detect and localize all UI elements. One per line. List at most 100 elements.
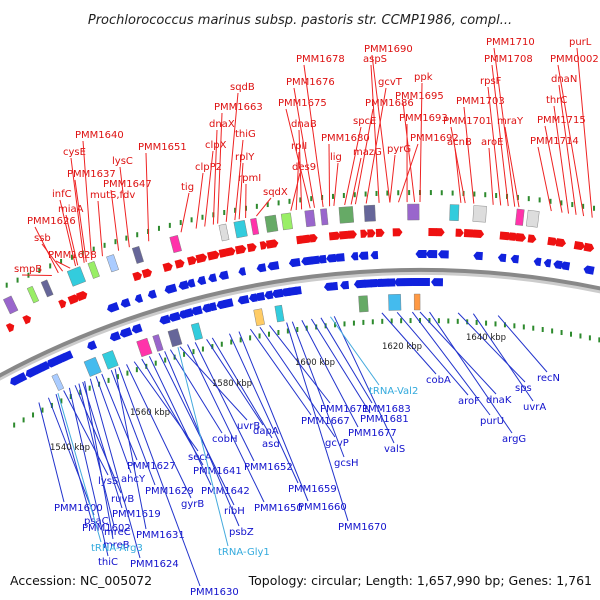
gene-label-pmm1693[interactable]: PMM1693 <box>399 113 448 124</box>
gene-label-pmm1670[interactable]: PMM1670 <box>338 522 387 533</box>
gene-label-sps[interactable]: sps <box>515 383 532 394</box>
gene-label-coba[interactable]: cobA <box>426 375 451 386</box>
rna-label-trna-val2[interactable]: tRNA-Val2 <box>369 386 418 397</box>
gene-label-smpb[interactable]: smpB <box>14 264 42 275</box>
gene-label-seca[interactable]: secA <box>188 452 212 463</box>
gene-label-pmm1627[interactable]: PMM1627 <box>127 461 176 472</box>
gene-label-pmm1695[interactable]: PMM1695 <box>395 91 444 102</box>
gene-label-ssb[interactable]: ssb <box>34 233 51 244</box>
gene-label-rpsf[interactable]: rpsF <box>480 76 502 87</box>
gene-label-pmm1667[interactable]: PMM1667 <box>301 416 350 427</box>
gene-label-mray[interactable]: mraY <box>497 116 524 127</box>
gene-label-pmm1708[interactable]: PMM1708 <box>484 54 533 65</box>
gene-label-dapa[interactable]: dapA <box>253 426 279 437</box>
gene-label-clpp2[interactable]: clpP2 <box>195 162 222 173</box>
gene-label-ppk[interactable]: ppk <box>414 72 433 83</box>
rna-label-trna-arg3[interactable]: tRNA-Arg3 <box>91 543 143 554</box>
gene-label-lig[interactable]: lig <box>330 152 342 163</box>
gene-label-pmm1671[interactable]: PMM1671 <box>320 404 369 415</box>
gene-label-thrc[interactable]: thrC <box>546 95 567 106</box>
gene-label-pmm1626[interactable]: PMM1626 <box>27 216 76 227</box>
gene-label-pmm1640[interactable]: PMM1640 <box>75 130 124 141</box>
gene-label-pmm1715[interactable]: PMM1715 <box>537 115 586 126</box>
gene-label-ruvb[interactable]: ruvB <box>111 494 134 505</box>
gene-label-psac[interactable]: psaC <box>84 516 109 527</box>
gene-label-puru[interactable]: purU <box>480 416 504 427</box>
gene-label-des9[interactable]: des9 <box>292 162 316 173</box>
gene-label-pmm1629[interactable]: PMM1629 <box>145 486 194 497</box>
gene-label-pmm1642[interactable]: PMM1642 <box>201 486 250 497</box>
gene-label-mazg[interactable]: mazG <box>353 147 382 158</box>
gene-label-pmm1681[interactable]: PMM1681 <box>360 414 409 425</box>
gene-label-sqdx[interactable]: sqdX <box>263 187 288 198</box>
gene-label-pmm1600[interactable]: PMM1600 <box>54 503 103 514</box>
gene-label-clpx[interactable]: clpX <box>205 140 227 151</box>
gene-label-pmm1692[interactable]: PMM1692 <box>410 133 459 144</box>
gene-label-pmm0002[interactable]: PMM0002 <box>550 54 599 65</box>
gene-label-arof[interactable]: aroF <box>458 396 480 407</box>
gene-label-pmm1676[interactable]: PMM1676 <box>286 77 335 88</box>
gene-label-thig[interactable]: thiG <box>235 129 256 140</box>
gene-label-uvrb[interactable]: uvrB <box>237 421 260 432</box>
gene-label-spce[interactable]: spcE <box>353 116 376 127</box>
gene-label-pmm1652[interactable]: PMM1652 <box>244 462 293 473</box>
gene-label-pmm1714[interactable]: PMM1714 <box>530 136 579 147</box>
gene-label-pmm1701[interactable]: PMM1701 <box>443 116 492 127</box>
gene-label-pmm1631[interactable]: PMM1631 <box>136 530 185 541</box>
gene-label-asd[interactable]: asd <box>262 439 280 450</box>
gene-label-lysc[interactable]: lysC <box>112 156 133 167</box>
gene-label-pmm1686[interactable]: PMM1686 <box>365 98 414 109</box>
gene-label-pmm1677[interactable]: PMM1677 <box>348 428 397 439</box>
rna-label-trna-gly1[interactable]: tRNA-Gly1 <box>218 547 270 558</box>
gene-label-gcvp[interactable]: gcvP <box>325 438 349 449</box>
gene-label-gcsh[interactable]: gcsH <box>334 458 359 469</box>
gene-label-tig[interactable]: tig <box>181 182 194 193</box>
gene-label-recn[interactable]: recN <box>537 373 560 384</box>
gene-label-ribh[interactable]: ribH <box>224 506 245 517</box>
gene-label-pmm1624[interactable]: PMM1624 <box>130 559 179 570</box>
gene-label-rply[interactable]: rplY <box>235 152 255 163</box>
gene-label-gyrb[interactable]: gyrB <box>181 499 204 510</box>
gene-label-uvra[interactable]: uvrA <box>523 402 546 413</box>
gene-label-pmm1647[interactable]: PMM1647 <box>103 179 152 190</box>
gene-label-cobh[interactable]: cobH <box>212 434 237 445</box>
gene-label-dnak[interactable]: dnaK <box>486 395 512 406</box>
gene-label-pmm1690[interactable]: PMM1690 <box>364 44 413 55</box>
gene-label-ahcy[interactable]: ahcY <box>121 474 146 485</box>
gene-label-dnan[interactable]: dnaN <box>551 74 577 85</box>
gene-label-pmm1602[interactable]: PMM1602 <box>82 523 131 534</box>
gene-label-pmm1678[interactable]: PMM1678 <box>296 54 345 65</box>
gene-label-gcvt[interactable]: gcvT <box>378 77 403 88</box>
gene-label-lyss[interactable]: lysS <box>98 476 118 487</box>
gene-label-pmm1675[interactable]: PMM1675 <box>278 98 327 109</box>
gene-label-mrec[interactable]: mreC <box>104 527 131 538</box>
gene-label-infc[interactable]: infC <box>52 189 72 200</box>
gene-label-argg[interactable]: argG <box>502 434 526 445</box>
gene-label-mreb[interactable]: mreB <box>103 540 130 551</box>
gene-label-sqdb[interactable]: sqdB <box>230 82 255 93</box>
gene-label-cyse[interactable]: cysE <box>63 147 86 158</box>
gene-label-muts-fdv[interactable]: mutS,fdv <box>90 190 135 201</box>
gene-label-pmm1683[interactable]: PMM1683 <box>362 404 411 415</box>
gene-label-pmm1650[interactable]: PMM1650 <box>254 503 303 514</box>
gene-label-pmm1660[interactable]: PMM1660 <box>298 502 347 513</box>
gene-label-pmm1619[interactable]: PMM1619 <box>112 509 161 520</box>
gene-label-pyrg[interactable]: pyrG <box>387 144 411 155</box>
gene-label-pmm1659[interactable]: PMM1659 <box>288 484 337 495</box>
gene-label-asps[interactable]: aspS <box>363 54 387 65</box>
gene-label-acnb[interactable]: acnB <box>447 137 472 148</box>
gene-label-pmm1628[interactable]: PMM1628 <box>48 250 97 261</box>
gene-label-pmm1710[interactable]: PMM1710 <box>486 37 535 48</box>
gene-label-dnab[interactable]: dnaB <box>291 119 317 130</box>
gene-label-pmm1703[interactable]: PMM1703 <box>456 96 505 107</box>
gene-label-vals[interactable]: valS <box>384 444 405 455</box>
gene-label-pmm1651[interactable]: PMM1651 <box>138 142 187 153</box>
gene-label-aroe[interactable]: aroE <box>481 137 503 148</box>
gene-label-miaa[interactable]: miaA <box>58 204 84 215</box>
gene-label-pmm1663[interactable]: PMM1663 <box>214 102 263 113</box>
gene-label-pmm1637[interactable]: PMM1637 <box>67 169 116 180</box>
gene-label-thic[interactable]: thiC <box>98 557 118 568</box>
gene-label-psbz[interactable]: psbZ <box>229 527 254 538</box>
gene-label-pmm1630[interactable]: PMM1630 <box>190 587 239 598</box>
gene-label-pmm1680[interactable]: PMM1680 <box>321 133 370 144</box>
